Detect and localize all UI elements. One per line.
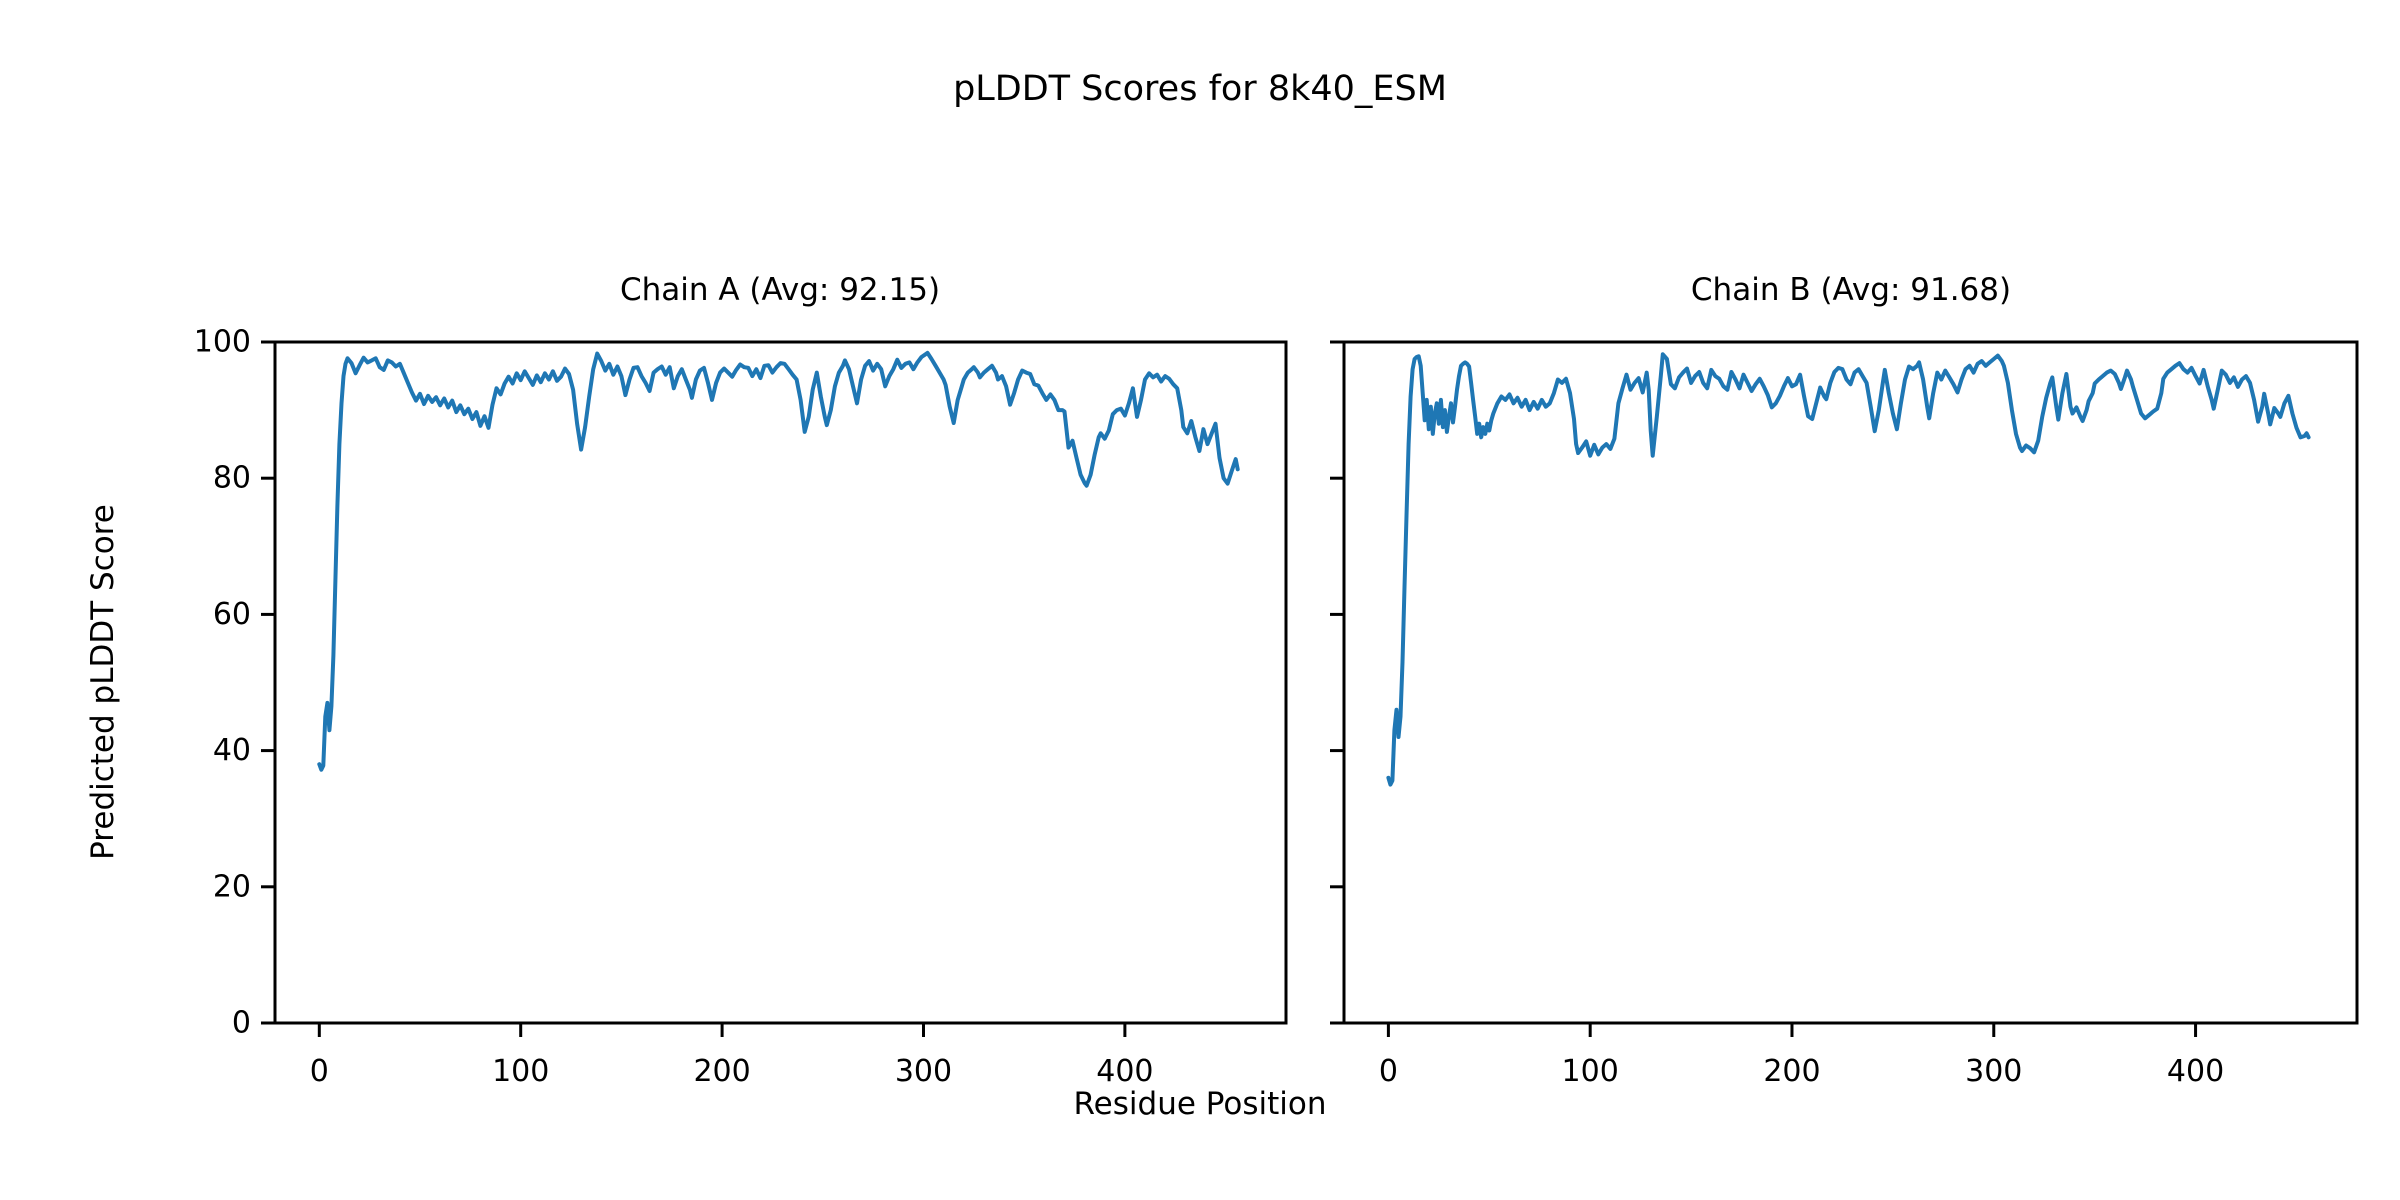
y-tick-label: 20: [213, 869, 251, 904]
figure-title: pLDDT Scores for 8k40_ESM: [953, 69, 1447, 109]
x-tick-label: 300: [1965, 1054, 2022, 1089]
chart-b-plot: 0 100 200 300 400: [1330, 340, 2359, 1089]
y-tick-label: 60: [213, 597, 251, 632]
y-tick-label: 80: [213, 461, 251, 496]
plddt-line-chain-a: [317, 350, 1240, 772]
x-tick-label: 0: [1379, 1054, 1398, 1089]
plddt-line-chain-b: [1386, 352, 2311, 787]
y-axis-label: Predicted pLDDT Score: [85, 504, 121, 860]
x-tick-label: 400: [2167, 1054, 2224, 1089]
x-tick-label: 200: [693, 1054, 750, 1089]
axes-frame: [273, 340, 1288, 1025]
x-tick-label: 100: [1562, 1054, 1619, 1089]
x-tick-label: 200: [1763, 1054, 1820, 1089]
y-tick-label: 40: [213, 733, 251, 768]
y-tick-label: 0: [232, 1006, 251, 1041]
x-tick-label: 400: [1096, 1054, 1153, 1089]
axes-frame: [1342, 340, 2359, 1025]
x-tick-label: 100: [492, 1054, 549, 1089]
x-tick-label: 0: [310, 1054, 329, 1089]
y-tick-label: 100: [194, 325, 251, 360]
x-axis-label: Residue Position: [1073, 1086, 1327, 1122]
chart-a-title: Chain A (Avg: 92.15): [619, 272, 941, 308]
chart-b-title: Chain B (Avg: 91.68): [1690, 272, 2012, 308]
chart-a-plot: 0 100 200 300 400 0 20 40 60 80 100: [194, 325, 1288, 1089]
x-tick-label: 300: [895, 1054, 952, 1089]
